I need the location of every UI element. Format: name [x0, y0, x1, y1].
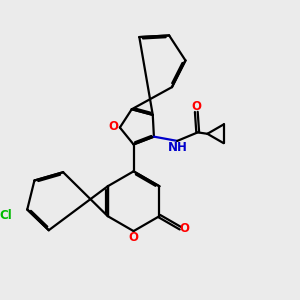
- Text: O: O: [180, 222, 190, 235]
- Text: Cl: Cl: [0, 209, 12, 222]
- Text: O: O: [129, 231, 139, 244]
- Text: O: O: [191, 100, 201, 113]
- Text: NH: NH: [168, 141, 188, 154]
- Text: O: O: [109, 120, 118, 133]
